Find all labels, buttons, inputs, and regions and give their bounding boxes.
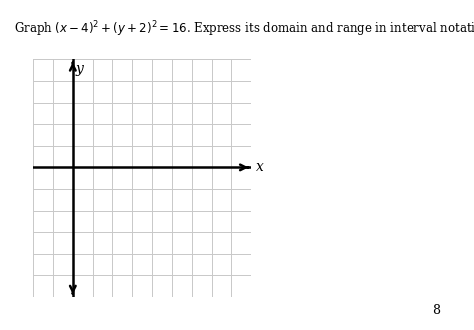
Text: Graph $(x-4)^2+(y+2)^2=16$. Express its domain and range in interval notation.: Graph $(x-4)^2+(y+2)^2=16$. Express its … <box>14 20 474 39</box>
Text: x: x <box>256 160 264 174</box>
Text: y: y <box>76 62 84 76</box>
Text: 8: 8 <box>432 304 440 317</box>
